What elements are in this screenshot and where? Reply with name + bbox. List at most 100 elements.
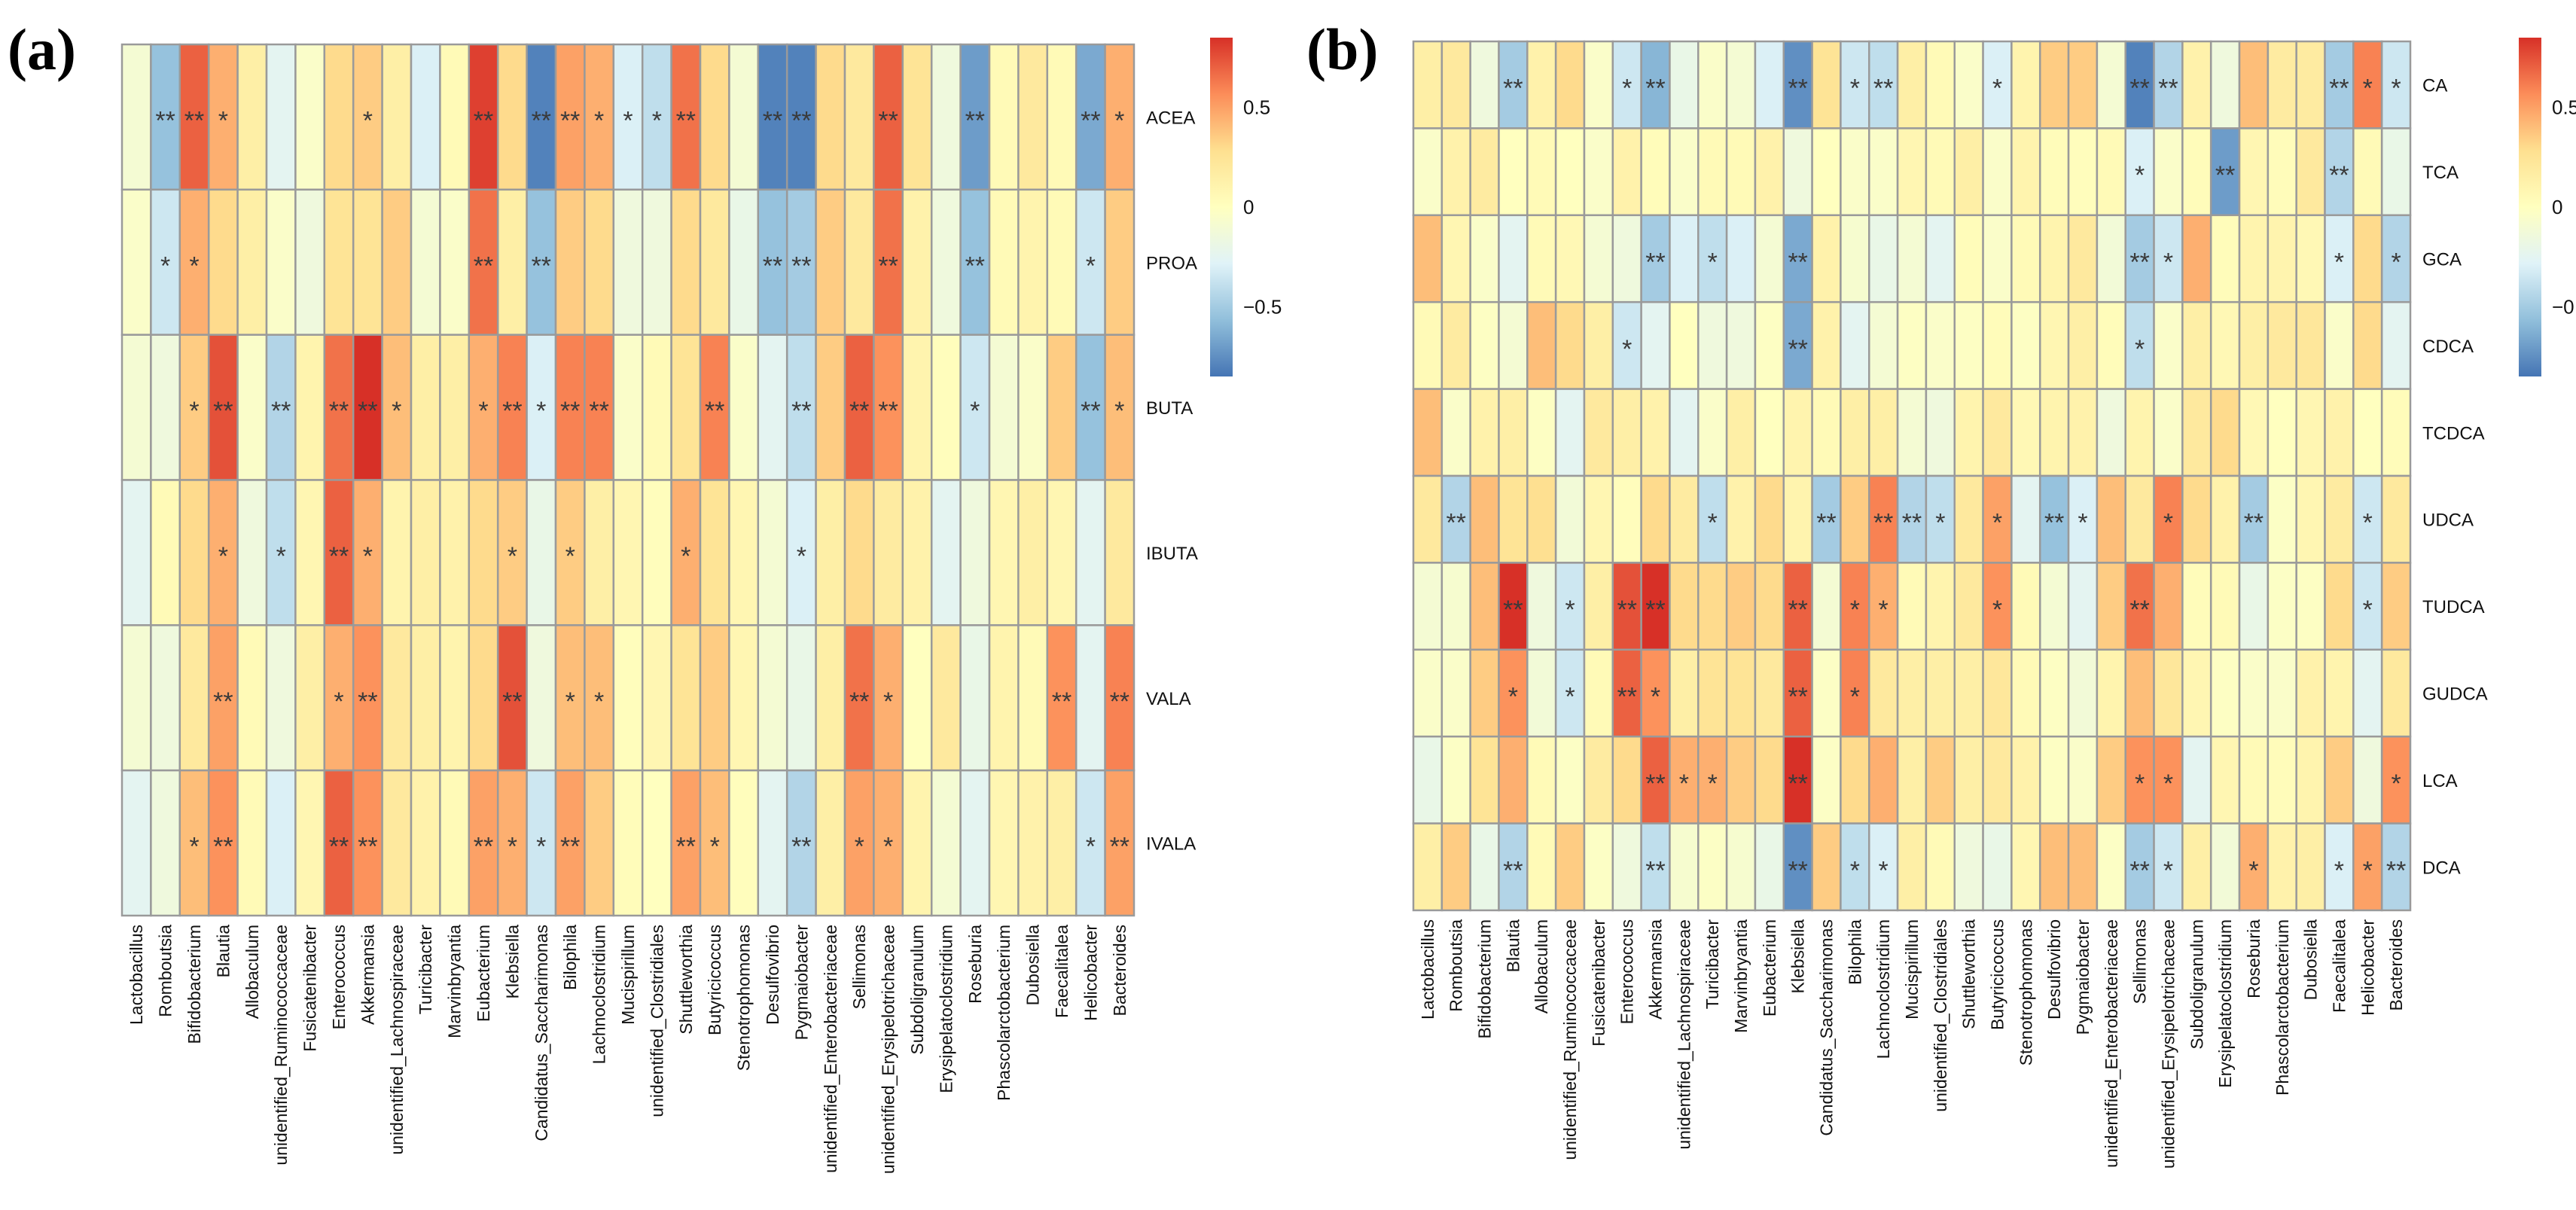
significance-mark: ** [791, 833, 811, 861]
significance-mark: * [1679, 770, 1689, 798]
heatmap-cell [1583, 388, 1614, 477]
heatmap-cell [2038, 300, 2070, 390]
heatmap-cell [612, 624, 644, 772]
significance-mark: * [566, 687, 575, 716]
heatmap-cell [352, 769, 383, 917]
significance-mark: ** [502, 687, 522, 716]
heatmap-cell [1046, 43, 1078, 191]
heatmap-cell [1554, 648, 1586, 738]
column-label: Akkermansia [1646, 919, 1666, 1020]
heatmap-cell [1925, 127, 1956, 217]
colorbar-tick-label: 0 [2552, 196, 2562, 218]
significance-mark: ** [1617, 596, 1636, 624]
heatmap-cell [843, 479, 875, 626]
heatmap-cell [1104, 769, 1136, 917]
significance-mark: * [1992, 509, 2002, 538]
heatmap-cell [1953, 735, 1984, 824]
heatmap-cell [670, 479, 702, 626]
heatmap-cell [1469, 214, 1500, 303]
heatmap-cell [1840, 562, 1870, 651]
heatmap-cell [1046, 479, 1078, 626]
heatmap-cell [1611, 822, 1642, 912]
heatmap-cell [1583, 127, 1614, 217]
row-label: PROA [1146, 253, 1197, 273]
heatmap-cell [2067, 388, 2099, 477]
column-label: unidentified_Ruminococcaceae [271, 925, 291, 1166]
heatmap-cell [439, 769, 471, 917]
heatmap-cell [2010, 822, 2041, 912]
heatmap-cell [1840, 474, 1870, 564]
significance-mark: ** [184, 106, 204, 135]
heatmap-cell [2153, 214, 2184, 303]
significance-mark: * [1565, 683, 1575, 712]
heatmap-cell [2181, 388, 2212, 477]
significance-mark: ** [878, 397, 898, 425]
heatmap-cell [2267, 735, 2297, 824]
significance-mark: ** [532, 251, 551, 280]
heatmap-cell [1640, 822, 1671, 912]
heatmap-cell [526, 769, 557, 917]
heatmap-cell [178, 624, 210, 772]
significance-mark: ** [589, 397, 608, 425]
heatmap-cell [1469, 127, 1500, 217]
significance-mark: * [363, 542, 373, 571]
heatmap-cell [1498, 822, 1529, 912]
column-label: Stenotrophomonas [734, 925, 754, 1071]
heatmap-cell [294, 624, 326, 772]
heatmap-cell [150, 624, 181, 772]
heatmap-cell [526, 188, 557, 336]
heatmap-cell [1640, 474, 1671, 564]
heatmap-cell [1498, 40, 1529, 130]
heatmap-cell [2295, 822, 2326, 912]
heatmap-cell [1925, 388, 1956, 477]
heatmap-cell [2124, 822, 2155, 912]
heatmap-cell [930, 479, 962, 626]
heatmap-cell [2380, 474, 2412, 564]
heatmap-cell [1526, 214, 1557, 303]
heatmap-cell [265, 479, 297, 626]
heatmap-cell [410, 188, 441, 336]
significance-mark: ** [791, 397, 811, 425]
column-label: Eubacterium [1760, 919, 1779, 1016]
heatmap-cell [959, 334, 991, 481]
heatmap-cell [2295, 214, 2326, 303]
heatmap-cell [843, 188, 875, 336]
significance-mark: ** [1873, 509, 1893, 538]
heatmap-cell [150, 334, 181, 481]
heatmap-cell [2267, 127, 2297, 217]
heatmap-cell [1925, 40, 1956, 130]
significance-mark: * [160, 251, 170, 280]
heatmap-cell [1498, 214, 1529, 303]
heatmap-cell [1725, 735, 1757, 824]
significance-mark: ** [358, 833, 377, 861]
heatmap-cell [1554, 388, 1586, 477]
heatmap-cell [439, 624, 471, 772]
heatmap-cell [728, 624, 760, 772]
heatmap-cell [236, 188, 268, 336]
heatmap-cell [901, 624, 933, 772]
significance-mark: * [2135, 770, 2145, 798]
significance-mark: ** [1873, 75, 1893, 103]
heatmap-cell [2267, 648, 2297, 738]
heatmap-cell [1440, 214, 1471, 303]
heatmap-cell [1554, 474, 1586, 564]
column-label: Klebsiella [1788, 919, 1808, 994]
heatmap-cell [1953, 40, 1984, 130]
heatmap-cell [1640, 388, 1671, 477]
heatmap-cell [2010, 388, 2041, 477]
heatmap-cell [1811, 214, 1842, 303]
significance-mark: * [276, 542, 286, 571]
heatmap-cell [1104, 188, 1136, 336]
significance-mark: ** [965, 106, 985, 135]
heatmap-cell [178, 188, 210, 336]
heatmap-cell [2295, 127, 2326, 217]
significance-mark: ** [676, 833, 696, 861]
significance-mark: * [1114, 397, 1124, 425]
column-label: Blautia [1503, 919, 1523, 973]
heatmap-cell [1925, 735, 1956, 824]
heatmap-cell [1697, 300, 1728, 390]
heatmap-cell [1725, 648, 1757, 738]
significance-mark: * [2135, 161, 2145, 190]
heatmap-cell [1840, 214, 1870, 303]
column-label: Faecalitalea [1052, 925, 1072, 1018]
